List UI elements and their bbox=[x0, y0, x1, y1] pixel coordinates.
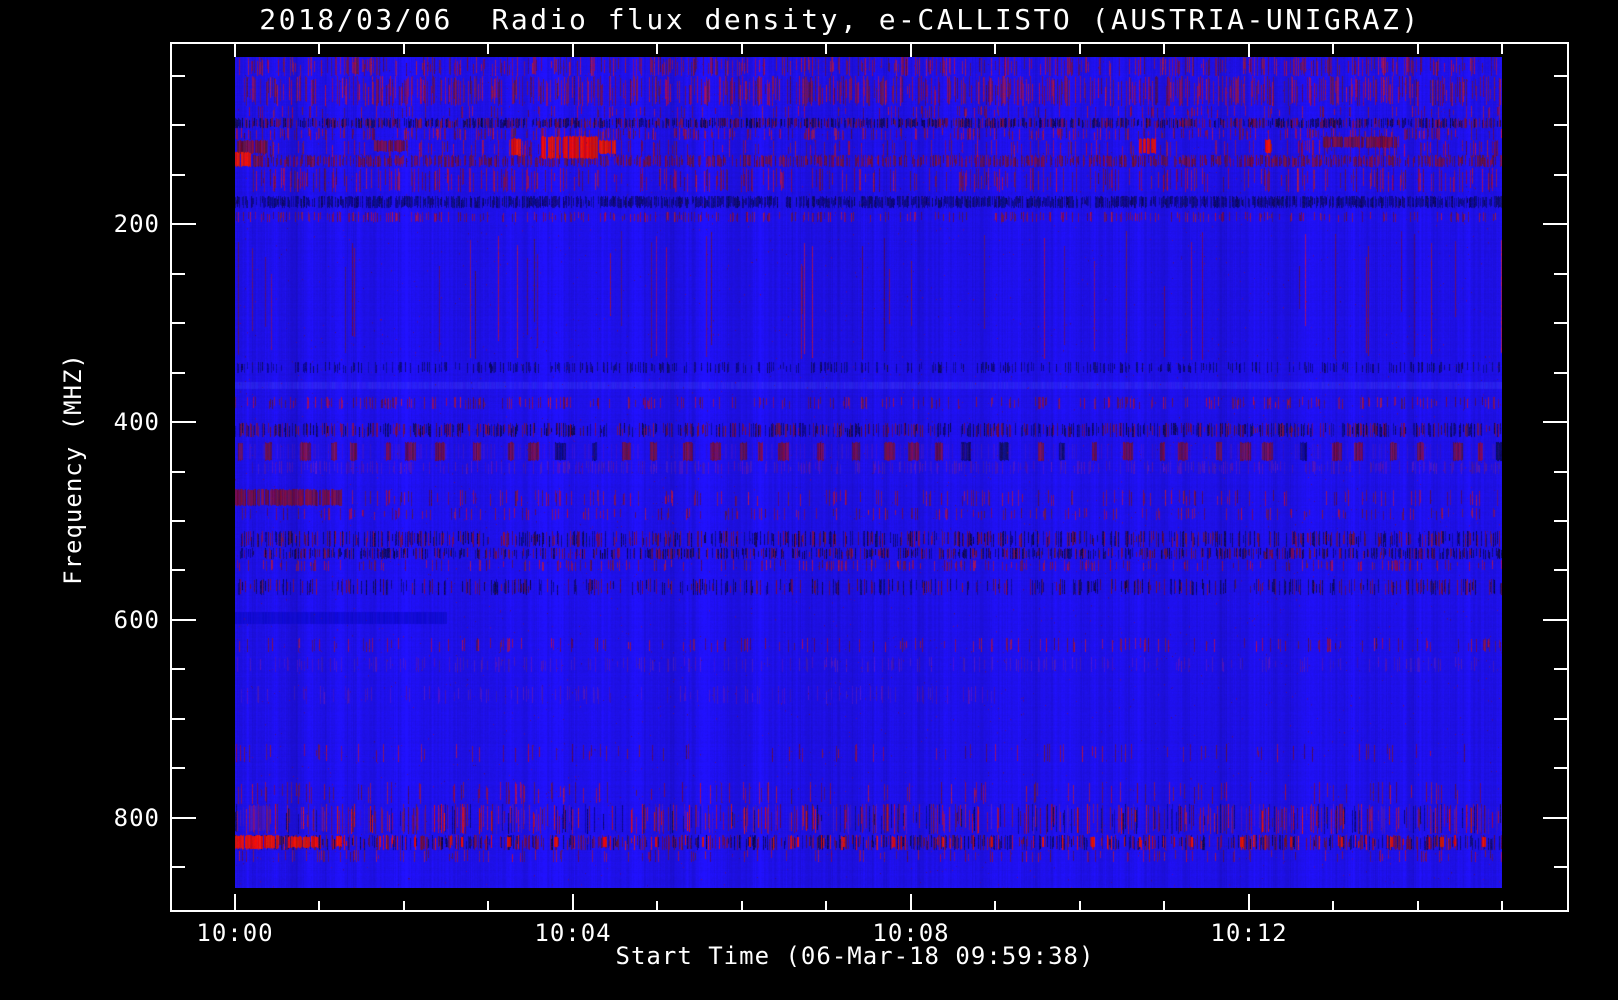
y-axis-tick bbox=[1554, 75, 1567, 77]
x-axis-tick bbox=[994, 901, 996, 910]
x-axis-tick bbox=[1332, 44, 1334, 54]
x-axis-tick bbox=[1248, 44, 1250, 57]
x-axis-tick bbox=[910, 894, 912, 910]
y-tick-label: 400 bbox=[113, 408, 160, 436]
y-axis-tick bbox=[1554, 471, 1567, 473]
x-axis-tick bbox=[487, 901, 489, 910]
y-axis-tick bbox=[1543, 817, 1567, 819]
y-tick-label: 200 bbox=[113, 210, 160, 238]
y-axis-tick bbox=[1554, 569, 1567, 571]
x-tick-label: 10:00 bbox=[196, 919, 274, 947]
y-axis-tick bbox=[172, 223, 196, 225]
x-axis-tick bbox=[1163, 44, 1165, 54]
x-tick-label: 10:12 bbox=[1210, 919, 1288, 947]
x-axis-tick bbox=[572, 894, 574, 910]
y-axis-tick bbox=[172, 718, 185, 720]
x-axis-tick bbox=[656, 901, 658, 910]
y-axis-tick bbox=[1543, 421, 1567, 423]
y-axis-tick bbox=[172, 767, 185, 769]
y-axis-tick bbox=[1554, 273, 1567, 275]
x-axis-title: Start Time (06-Mar-18 09:59:38) bbox=[615, 942, 1095, 970]
y-axis-tick bbox=[172, 866, 185, 868]
x-axis-tick bbox=[1417, 901, 1419, 910]
x-axis-tick bbox=[825, 901, 827, 910]
x-axis-tick bbox=[1501, 44, 1503, 54]
x-axis-tick bbox=[403, 901, 405, 910]
y-axis-tick bbox=[172, 174, 185, 176]
y-axis-tick bbox=[1554, 372, 1567, 374]
x-axis-tick bbox=[1501, 901, 1503, 910]
plot-frame bbox=[170, 42, 1569, 912]
y-axis-tick bbox=[1554, 767, 1567, 769]
y-axis-tick bbox=[172, 520, 185, 522]
x-axis-tick bbox=[1248, 894, 1250, 910]
x-axis-tick bbox=[1079, 901, 1081, 910]
y-axis-tick bbox=[172, 322, 185, 324]
x-axis-tick bbox=[1332, 901, 1334, 910]
x-axis-tick bbox=[234, 44, 236, 57]
y-axis-tick bbox=[172, 124, 185, 126]
y-axis-tick bbox=[172, 817, 196, 819]
y-tick-label: 800 bbox=[113, 804, 160, 832]
spectrogram-canvas bbox=[235, 57, 1502, 888]
x-axis-tick bbox=[318, 44, 320, 54]
x-axis-tick bbox=[572, 44, 574, 57]
x-tick-label: 10:08 bbox=[872, 919, 950, 947]
x-axis-tick bbox=[1417, 44, 1419, 54]
y-axis-tick bbox=[172, 421, 196, 423]
y-axis-tick bbox=[1554, 124, 1567, 126]
y-axis-title: Frequency (MHZ) bbox=[59, 353, 87, 585]
x-axis-tick bbox=[741, 901, 743, 910]
x-axis-tick bbox=[318, 901, 320, 910]
y-axis-tick bbox=[1554, 866, 1567, 868]
x-axis-tick bbox=[403, 44, 405, 54]
x-axis-tick bbox=[825, 44, 827, 54]
x-axis-tick bbox=[741, 44, 743, 54]
y-axis-tick bbox=[1554, 520, 1567, 522]
y-axis-tick bbox=[172, 619, 196, 621]
y-axis-tick bbox=[1554, 718, 1567, 720]
y-axis-tick bbox=[1543, 619, 1567, 621]
y-axis-tick bbox=[1554, 668, 1567, 670]
y-axis-tick bbox=[172, 75, 185, 77]
x-tick-label: 10:04 bbox=[534, 919, 612, 947]
y-axis-tick bbox=[172, 372, 185, 374]
x-axis-tick bbox=[656, 44, 658, 54]
x-axis-tick bbox=[1079, 44, 1081, 54]
x-axis-tick bbox=[1163, 901, 1165, 910]
y-axis-tick bbox=[1554, 174, 1567, 176]
y-axis-tick bbox=[1554, 322, 1567, 324]
y-tick-label: 600 bbox=[113, 606, 160, 634]
y-axis-tick bbox=[172, 668, 185, 670]
x-axis-tick bbox=[910, 44, 912, 57]
chart-title: 2018/03/06 Radio flux density, e-CALLIST… bbox=[259, 3, 1421, 36]
x-axis-tick bbox=[234, 894, 236, 910]
y-axis-tick bbox=[172, 273, 185, 275]
x-axis-tick bbox=[994, 44, 996, 54]
y-axis-tick bbox=[172, 471, 185, 473]
x-axis-tick bbox=[487, 44, 489, 54]
y-axis-tick bbox=[172, 569, 185, 571]
y-axis-tick bbox=[1543, 223, 1567, 225]
